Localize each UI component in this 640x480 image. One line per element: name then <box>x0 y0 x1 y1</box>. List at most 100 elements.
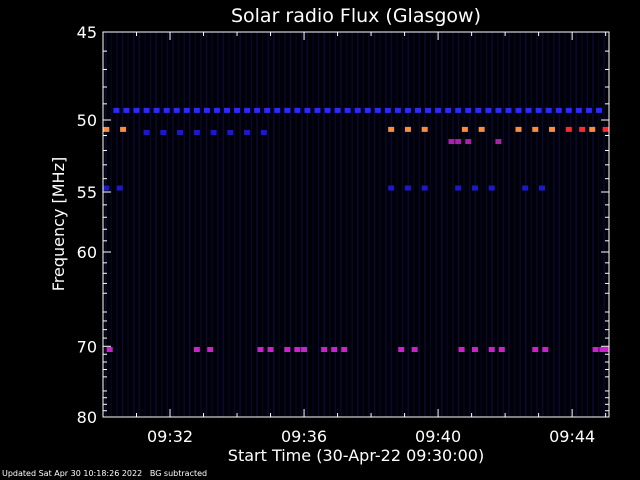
signal-mark <box>575 107 582 113</box>
signal-mark <box>471 347 478 352</box>
background-stripe <box>362 32 365 417</box>
background-stripe <box>396 32 398 417</box>
signal-mark <box>555 107 562 113</box>
signal-mark <box>274 107 281 113</box>
y-tick-label: 70 <box>77 337 97 356</box>
signal-mark <box>602 347 609 352</box>
x-tick-label: 09:32 <box>147 427 193 446</box>
signal-mark <box>495 107 502 113</box>
y-tick-label: 80 <box>77 408 97 427</box>
background-stripe <box>519 32 521 417</box>
signal-mark <box>284 347 291 352</box>
background-stripe <box>480 32 482 417</box>
plot-frame <box>102 31 610 418</box>
signal-mark <box>304 107 311 113</box>
x-tick-label: 09:40 <box>415 427 461 446</box>
signal-mark <box>260 129 267 135</box>
background-stripe <box>121 32 124 417</box>
footer: Updated Sat Apr 30 10:18:26 2022 BG subt… <box>2 469 207 478</box>
background-stripe <box>334 32 337 417</box>
signal-mark <box>394 107 401 113</box>
signal-mark <box>455 185 462 191</box>
background-stripe <box>525 32 527 417</box>
signal-mark <box>177 129 184 135</box>
background-stripe <box>452 32 454 417</box>
signal-mark <box>374 107 381 113</box>
signal-mark <box>257 347 264 352</box>
signal-mark <box>458 347 465 352</box>
signal-mark <box>384 107 391 113</box>
signal-mark <box>448 139 455 145</box>
background-stripe <box>284 32 286 417</box>
signal-mark <box>294 107 301 113</box>
signal-mark <box>267 347 274 352</box>
background-stripe <box>553 32 555 417</box>
background-stripe <box>603 32 605 417</box>
background-stripe <box>541 32 544 417</box>
y-axis-label: Frequency [MHz] <box>49 157 68 291</box>
signal-mark <box>341 347 348 352</box>
signal-mark <box>227 129 234 135</box>
background-stripe <box>575 32 577 417</box>
background-stripe <box>155 32 157 417</box>
signal-mark <box>425 107 432 113</box>
signal-mark <box>331 347 338 352</box>
background-stripe <box>357 32 359 417</box>
signal-mark <box>404 107 411 113</box>
background-stripe <box>267 32 269 417</box>
background-stripe <box>564 32 566 417</box>
background-stripe <box>463 32 465 417</box>
background-stripe <box>474 32 477 417</box>
y-tick-label: 55 <box>77 183 97 202</box>
signal-mark <box>538 185 545 191</box>
signal-mark <box>123 107 130 113</box>
signal-mark <box>565 107 572 113</box>
signal-mark <box>321 347 328 352</box>
background-stripe <box>379 32 381 417</box>
signal-mark <box>488 347 495 352</box>
signal-mark <box>264 107 271 113</box>
background-stripe <box>194 32 197 417</box>
signal-mark <box>254 107 261 113</box>
signal-mark <box>421 185 428 191</box>
signal-mark <box>505 107 512 113</box>
signal-mark <box>515 126 522 132</box>
signal-mark <box>592 347 599 352</box>
background-stripe <box>547 32 549 417</box>
background-stripe <box>368 32 370 417</box>
background-stripe <box>491 32 493 417</box>
y-tick-label: 45 <box>77 23 97 42</box>
background-stripe <box>485 32 488 417</box>
y-tick-label: 60 <box>77 243 97 262</box>
background-stripe <box>144 32 146 417</box>
signal-mark <box>515 107 522 113</box>
signal-mark <box>595 107 602 113</box>
background-stripe <box>312 32 314 417</box>
signal-mark <box>421 126 428 132</box>
background-stripe <box>183 32 185 417</box>
signal-mark <box>244 129 251 135</box>
background-stripe <box>530 32 533 417</box>
signal-mark <box>160 129 167 135</box>
chart-title: Solar radio Flux (Glasgow) <box>231 5 481 27</box>
background-stripe <box>273 32 275 417</box>
signal-mark <box>103 185 110 191</box>
signal-mark <box>585 107 592 113</box>
signal-mark <box>354 107 361 113</box>
background-stripe <box>558 32 561 417</box>
background-stripe <box>138 32 141 417</box>
background-stripe <box>245 32 247 417</box>
background-stripe <box>133 32 135 417</box>
x-tick-label: 09:36 <box>281 427 327 446</box>
signal-mark <box>535 107 542 113</box>
background-stripe <box>385 32 387 417</box>
background-stripe <box>149 32 152 417</box>
signal-mark <box>301 347 308 352</box>
background-stripe <box>424 32 426 417</box>
background-stripe <box>351 32 353 417</box>
background-stripe <box>116 32 118 417</box>
background-stripe <box>418 32 421 417</box>
background-stripe <box>256 32 258 417</box>
background-stripe <box>508 32 510 417</box>
